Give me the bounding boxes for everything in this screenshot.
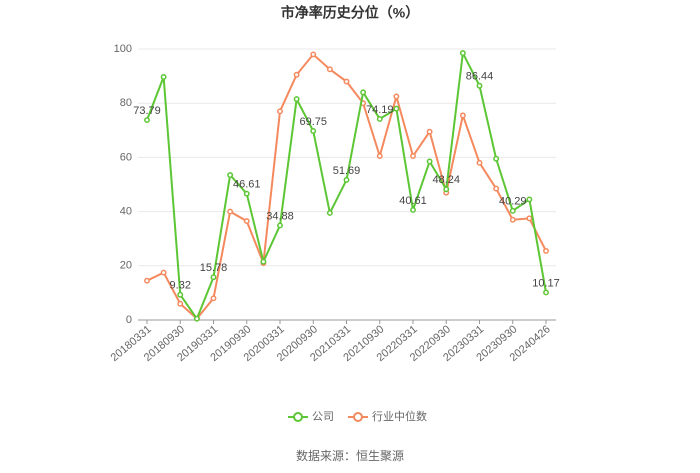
data-point	[410, 206, 416, 213]
y-tick-label: 80	[120, 97, 132, 109]
data-point	[443, 186, 450, 193]
data-point	[326, 210, 333, 216]
data-point	[459, 112, 466, 119]
data-point	[543, 247, 549, 254]
data-point	[144, 117, 150, 123]
data-label: 10.17	[532, 277, 560, 289]
chart-title: 市净率历史分位（%）	[281, 5, 419, 21]
data-point	[227, 172, 234, 178]
data-point	[310, 51, 317, 58]
data-point	[426, 128, 433, 135]
data-point	[144, 277, 150, 284]
data-point	[343, 176, 350, 183]
data-point	[509, 216, 516, 223]
legend-label: 行业中位数	[372, 409, 427, 423]
series-line	[146, 49, 547, 321]
data-point	[177, 291, 184, 298]
y-tick-label: 100	[114, 43, 132, 55]
data-point	[343, 78, 350, 85]
data-label: 86.44	[466, 71, 494, 83]
data-point	[277, 108, 283, 115]
data-point	[326, 66, 333, 73]
data-point	[243, 218, 250, 225]
data-point	[426, 158, 433, 165]
y-tick-label: 20	[120, 260, 132, 272]
data-point	[493, 185, 500, 192]
data-label: 51.69	[333, 165, 361, 177]
data-label: 73.79	[133, 105, 161, 117]
data-point	[227, 208, 234, 215]
data-label: 40.29	[499, 196, 527, 208]
data-label: 74.19	[366, 104, 394, 116]
data-point	[177, 300, 184, 307]
data-point	[493, 155, 500, 162]
data-point	[459, 50, 466, 57]
data-label: 40.61	[399, 195, 427, 207]
data-point	[293, 96, 300, 103]
legend-marker	[293, 412, 303, 422]
data-point	[393, 93, 400, 100]
data-point	[393, 105, 400, 112]
data-point	[293, 71, 300, 78]
data-point	[210, 274, 217, 281]
data-point	[410, 153, 416, 159]
data-point	[260, 258, 267, 265]
source: 数据来源：恒生聚源	[296, 448, 404, 463]
data-point	[360, 89, 367, 96]
data-point	[376, 153, 383, 159]
legend-marker	[353, 412, 363, 422]
data-label: 48.24	[432, 174, 460, 186]
data-label: 69.75	[299, 116, 327, 128]
series-line	[146, 52, 547, 321]
data-point	[160, 269, 167, 276]
data-point	[509, 207, 516, 214]
data-point	[476, 82, 483, 89]
y-tick-label: 40	[120, 206, 132, 218]
data-point	[310, 128, 317, 134]
data-point	[193, 315, 200, 322]
legend-label: 公司	[312, 411, 334, 423]
data-label: 15.78	[200, 262, 228, 274]
data-point	[526, 215, 533, 222]
data-point	[526, 196, 533, 203]
data-point	[476, 159, 483, 166]
data-label: 9.32	[170, 280, 191, 292]
data-point	[376, 115, 383, 122]
data-point	[543, 289, 549, 296]
y-tick-label: 0	[126, 314, 132, 326]
data-point	[210, 295, 217, 302]
data-point	[277, 222, 283, 229]
data-point	[243, 190, 250, 197]
data-point	[160, 73, 167, 80]
y-tick-label: 60	[120, 151, 132, 163]
data-label: 34.88	[266, 210, 294, 222]
data-label: 46.61	[233, 179, 261, 191]
